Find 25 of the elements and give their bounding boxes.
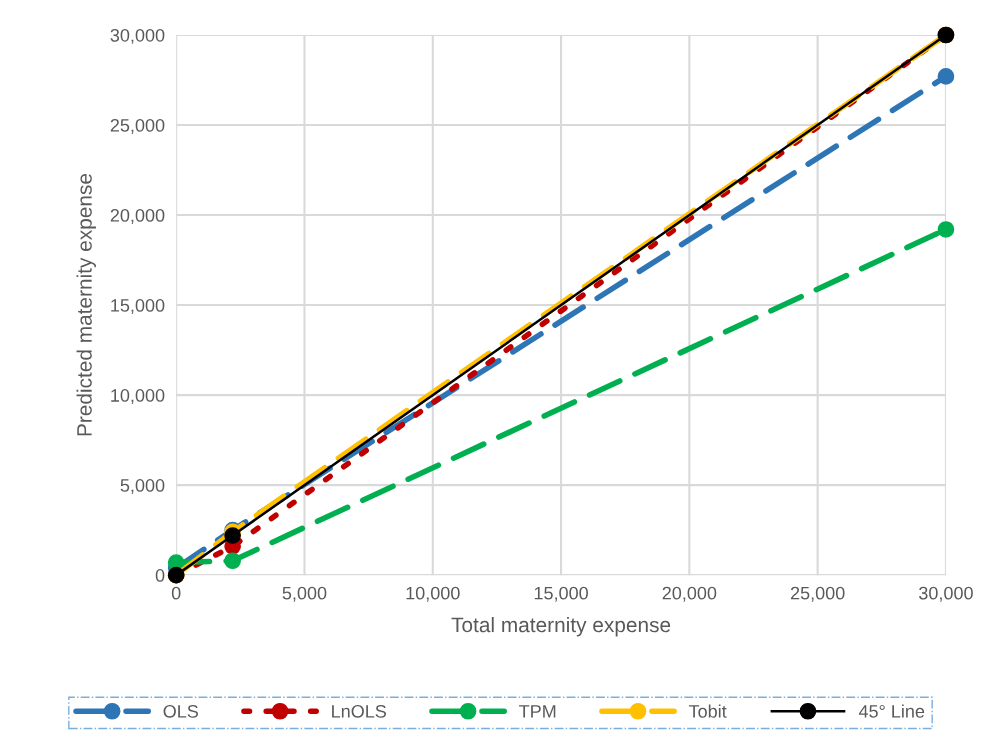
point: [224, 527, 241, 544]
legend-label: 45° Line: [858, 704, 925, 718]
y-axis-title: Predicted maternity expense: [76, 173, 96, 436]
x-tick-label: 30,000: [919, 586, 973, 602]
x-axis-title: Total maternity expense: [451, 616, 671, 637]
point: [937, 68, 955, 85]
y-tick-label: 30,000: [110, 28, 165, 44]
point: [937, 221, 955, 238]
y-tick-label: 10,000: [111, 389, 165, 404]
y-tick-label: 25,000: [110, 118, 165, 134]
legend-label: OLS: [163, 704, 199, 718]
x-tick-label: 20,000: [662, 586, 717, 602]
x-tick-label: 10,000: [406, 586, 460, 602]
legend-label: Tobit: [688, 704, 727, 718]
x-tick-label: 25,000: [790, 586, 845, 602]
x-tick-label: 5,000: [282, 586, 327, 602]
y-tick-label: 5,000: [120, 479, 165, 494]
legend-label: LnOLS: [332, 704, 387, 718]
y-tick-label: 20,000: [110, 208, 165, 224]
point: [224, 552, 241, 570]
y-tick-label: 15,000: [111, 299, 165, 314]
legend-label: TPM: [519, 705, 556, 718]
y-tick-label: 0: [155, 569, 165, 582]
x-tick-label: 0: [171, 586, 181, 600]
x-tick-label: 15,000: [534, 586, 588, 602]
